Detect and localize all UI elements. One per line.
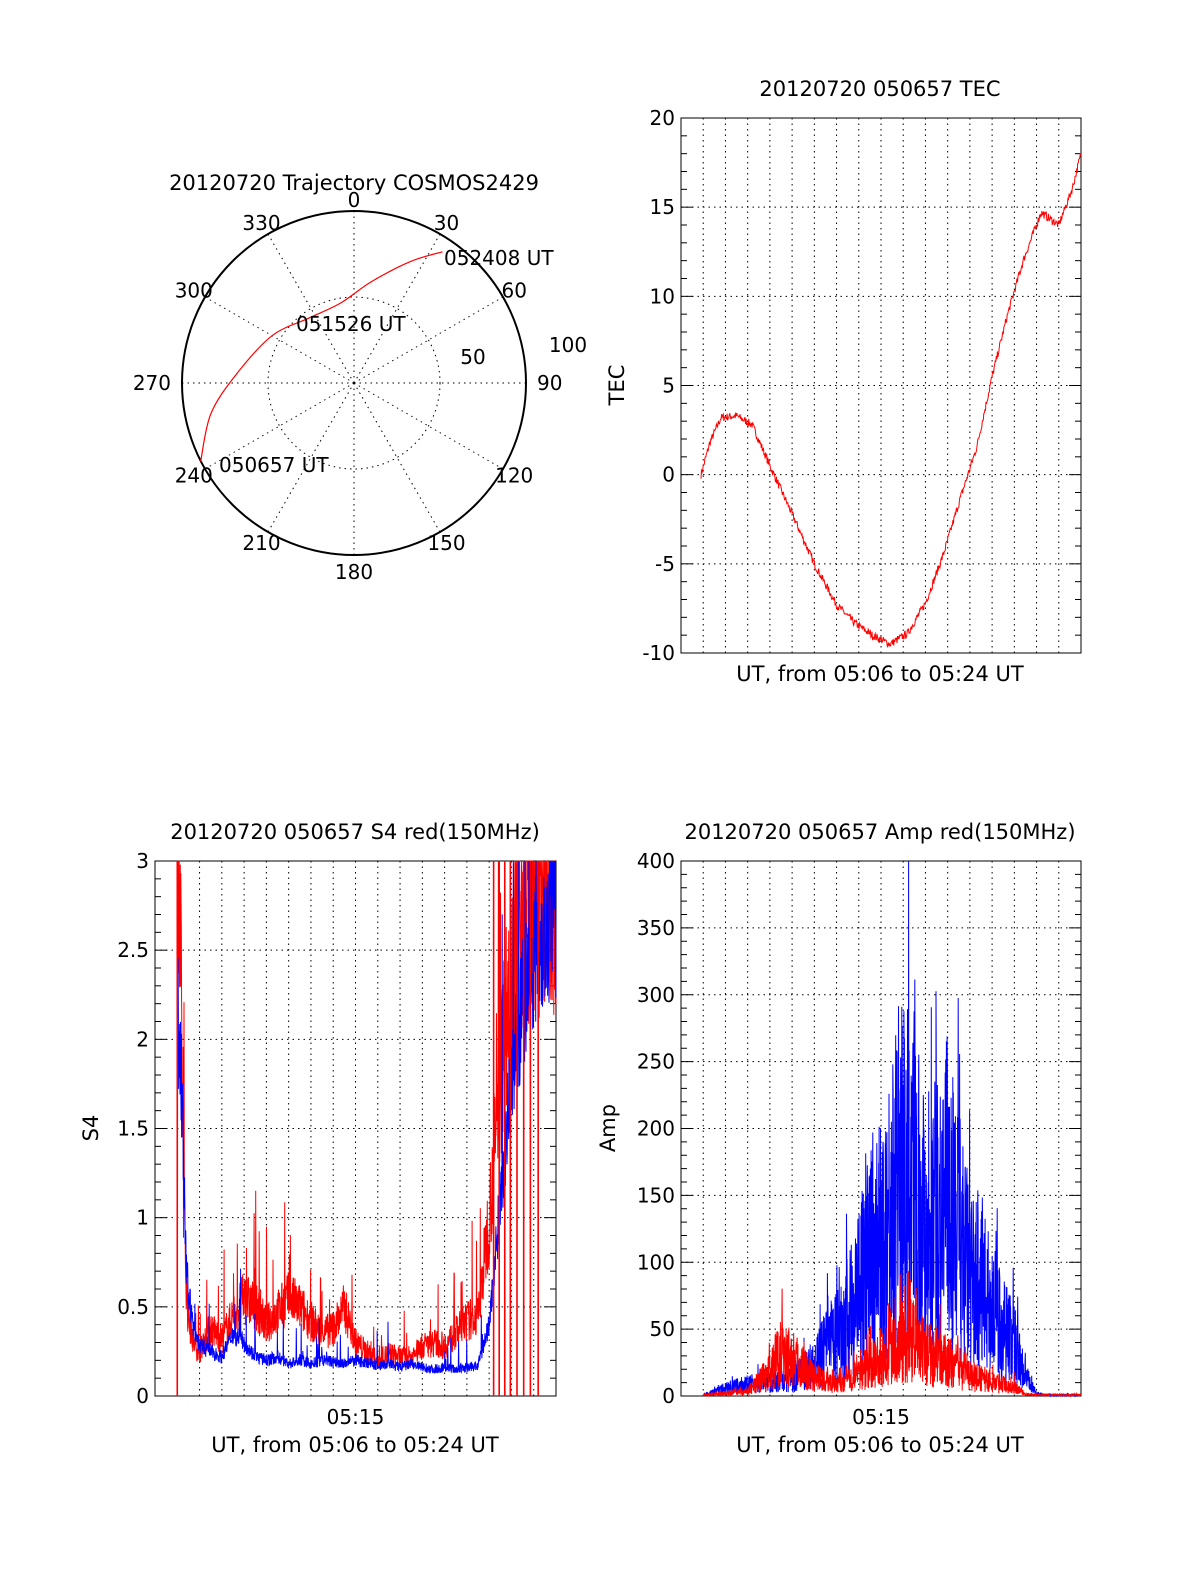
plot-frame: [680, 117, 1082, 654]
y-tick-label: 0: [662, 463, 675, 487]
s4-chart-title: 20120720 050657 S4 red(150MHz): [170, 820, 540, 844]
polar-angle-label: 120: [495, 464, 533, 488]
y-tick-label: 150: [637, 1183, 675, 1207]
y-tick-label: 10: [650, 284, 675, 308]
polar-angle-label: 30: [434, 211, 459, 235]
amp-chart-title: 20120720 050657 Amp red(150MHz): [684, 820, 1075, 844]
trajectory-line: [200, 251, 443, 462]
s4-y-axis-label: S4: [79, 1115, 103, 1142]
polar-chart-title: 20120720 Trajectory COSMOS2429: [169, 171, 539, 195]
y-tick-label: 2.5: [117, 938, 149, 962]
polar-radial-label: 50: [460, 345, 485, 369]
tec-x-axis-label: UT, from 05:06 to 05:24 UT: [736, 662, 1024, 686]
y-tick-label: -5: [655, 552, 675, 576]
y-tick-label: 0: [136, 1384, 149, 1408]
tec-y-axis-label: TEC: [605, 365, 629, 407]
polar-angle-label: 90: [537, 371, 562, 395]
y-tick-label: 20: [650, 106, 675, 130]
amp-red-series-line: [702, 1271, 1082, 1398]
tec-chart: 20120720 050657 TEC -10 -5 0 5 10 15 20 UT, fr…: [605, 77, 1082, 686]
plot-frame: [154, 860, 557, 1397]
polar-angle-label: 240: [175, 464, 213, 488]
annotation-mid-time: 051526 UT: [296, 312, 406, 336]
amp-chart: 20120720 050657 Amp red(150MHz) 0 50 100 15…: [596, 820, 1082, 1457]
y-tick-label: 200: [637, 1117, 675, 1141]
polar-grid-circle-50: [267, 296, 441, 470]
y-tick-label: 0: [662, 1384, 675, 1408]
plot-frame: [680, 860, 1082, 1397]
polar-spoke: [204, 382, 355, 470]
amp-x-axis-label: UT, from 05:06 to 05:24 UT: [736, 1433, 1024, 1457]
polar-spoke: [353, 382, 504, 470]
x-tick-label: 05:15: [327, 1405, 385, 1429]
y-tick-label: 250: [637, 1050, 675, 1074]
s4-chart: 20120720 050657 S4 red(150MHz) 0 0.5 1 1.5 2…: [79, 820, 557, 1457]
s4-x-axis-label: UT, from 05:06 to 05:24 UT: [211, 1433, 499, 1457]
y-tick-label: -10: [642, 641, 675, 665]
polar-spoke: [353, 296, 504, 384]
amp-y-axis-label: Amp: [596, 1104, 620, 1152]
polar-radial-label: 100: [549, 333, 587, 357]
y-tick-label: 300: [637, 983, 675, 1007]
polar-spoke: [267, 233, 355, 384]
y-tick-label: 5: [662, 374, 675, 398]
y-tick-label: 50: [650, 1317, 675, 1341]
polar-trajectory-chart: 20120720 Trajectory COSMOS2429 0 30 60 90 12…: [133, 171, 587, 584]
tec-series-line: [700, 152, 1082, 649]
annotation-end-time: 052408 UT: [444, 246, 554, 270]
y-tick-label: 100: [637, 1250, 675, 1274]
polar-angle-label: 330: [242, 211, 280, 235]
polar-angle-label: 210: [242, 531, 280, 555]
polar-spoke: [204, 296, 355, 384]
y-tick-label: 1: [136, 1206, 149, 1230]
y-tick-label: 350: [637, 916, 675, 940]
y-tick-label: 1.5: [117, 1117, 149, 1141]
y-tick-label: 2: [136, 1027, 149, 1051]
amp-blue-series-line: [702, 860, 1082, 1398]
y-tick-label: 15: [650, 195, 675, 219]
polar-spoke: [267, 382, 355, 533]
tec-chart-title: 20120720 050657 TEC: [759, 77, 1000, 101]
x-tick-label: 05:15: [852, 1405, 910, 1429]
polar-angle-label: 300: [175, 279, 213, 303]
polar-angle-label: 270: [133, 371, 171, 395]
y-tick-label: 3: [136, 849, 149, 873]
polar-angle-label: 180: [335, 560, 373, 584]
y-tick-label: 0.5: [117, 1295, 149, 1319]
annotation-start-time: 050657 UT: [219, 453, 329, 477]
polar-angle-label: 0: [348, 188, 361, 212]
polar-spoke: [353, 233, 441, 384]
polar-spoke: [353, 382, 441, 533]
polar-angle-label: 60: [501, 279, 526, 303]
polar-angle-label: 150: [427, 531, 465, 555]
y-tick-label: 400: [637, 849, 675, 873]
